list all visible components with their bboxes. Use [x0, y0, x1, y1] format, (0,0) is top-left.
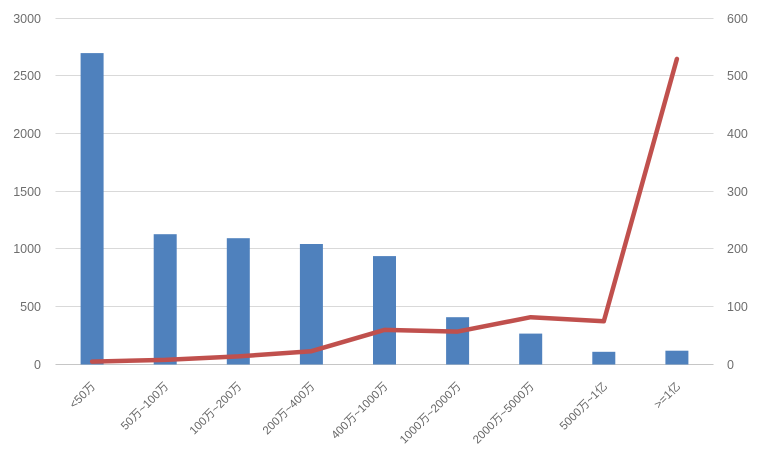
bar: [373, 256, 396, 365]
bar: [153, 234, 177, 365]
x-axis-category-label: 100万~200万: [188, 381, 245, 438]
x-axis-category-label: 2000万~5000万: [471, 381, 537, 447]
bar: [665, 350, 689, 365]
right-axis-tick-label: 0: [727, 358, 734, 372]
right-axis-tick-label: 200: [727, 242, 748, 256]
x-axis-category-label: >=1亿: [652, 380, 683, 411]
left-axis-tick-label: 1500: [13, 185, 41, 199]
left-axis-tick-label: 2000: [13, 127, 41, 141]
x-axis-category-label: 1000万~2000万: [398, 381, 464, 447]
trend-line: [89, 56, 680, 364]
bar: [446, 317, 470, 365]
x-axis-category-label: 5000万~1亿: [557, 380, 610, 433]
x-axis-category-label: 400万~1000万: [329, 381, 390, 442]
right-axis-tick-label: 400: [727, 127, 748, 141]
bar: [592, 351, 616, 365]
right-axis-tick-label: 500: [727, 69, 748, 83]
left-axis-tick-label: 0: [34, 358, 41, 372]
x-axis-category-label: 50万~100万: [119, 381, 171, 433]
bar: [519, 333, 543, 365]
left-axis-tick-label: 2500: [13, 69, 41, 83]
left-axis-tick-label: 3000: [13, 12, 41, 26]
right-axis-tick-label: 300: [727, 185, 748, 199]
bar: [299, 244, 323, 365]
x-axis-category-label: <50万: [68, 381, 98, 411]
left-axis-tick-label: 500: [20, 300, 41, 314]
bar: [80, 53, 104, 365]
left-axis-tick-label: 1000: [13, 242, 41, 256]
x-axis-category-label: 200万~400万: [261, 381, 318, 438]
right-axis-tick-label: 100: [727, 300, 748, 314]
right-axis-tick-label: 600: [727, 12, 748, 26]
bar: [226, 238, 250, 365]
